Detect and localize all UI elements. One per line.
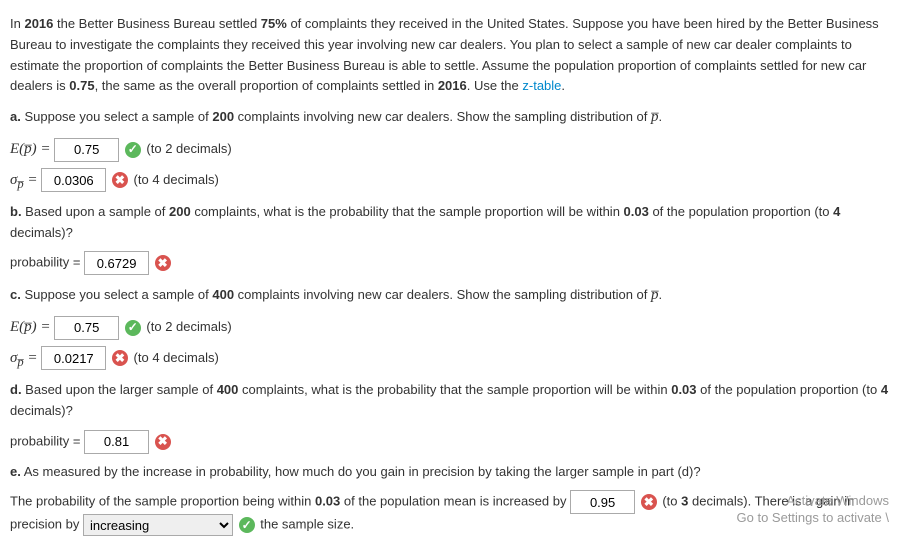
check-icon: ✓	[239, 517, 255, 533]
check-icon: ✓	[125, 142, 141, 158]
sigma-label: σp̅	[10, 350, 24, 366]
z-table-link[interactable]: z-table	[522, 78, 561, 93]
c-expected-value-row: E(p̅) = ✓ (to 2 decimals)	[10, 315, 889, 340]
hint: (to 4 decimals)	[134, 172, 219, 187]
sigma-label: σp̅	[10, 172, 24, 188]
expected-value-label: E(p̅) =	[10, 319, 51, 335]
hint: (to 2 decimals)	[146, 319, 231, 334]
cross-icon: ✖	[155, 255, 171, 271]
question-a: a. Suppose you select a sample of 200 co…	[10, 105, 889, 129]
cross-icon: ✖	[155, 434, 171, 450]
a-ep-input[interactable]	[54, 138, 119, 162]
question-b: b. Based upon a sample of 200 complaints…	[10, 202, 889, 244]
intro-paragraph: In 2016 the Better Business Bureau settl…	[10, 14, 889, 97]
expected-value-label: E(p̅) =	[10, 141, 51, 157]
probability-label: probability =	[10, 433, 84, 448]
c-ep-input[interactable]	[54, 316, 119, 340]
hint: (to 2 decimals)	[146, 141, 231, 156]
d-probability-input[interactable]	[84, 430, 149, 454]
c-sigma-row: σp̅ = ✖ (to 4 decimals)	[10, 346, 889, 372]
question-c: c. Suppose you select a sample of 400 co…	[10, 283, 889, 307]
cross-icon: ✖	[112, 172, 128, 188]
a-expected-value-row: E(p̅) = ✓ (to 2 decimals)	[10, 137, 889, 162]
check-icon: ✓	[125, 320, 141, 336]
e-increase-input[interactable]	[570, 490, 635, 514]
probability-label: probability =	[10, 255, 84, 270]
e-precision-select[interactable]: increasing	[83, 514, 233, 536]
b-answer-row: probability = ✖	[10, 251, 889, 275]
question-e: e. As measured by the increase in probab…	[10, 462, 889, 483]
c-sigma-input[interactable]	[41, 346, 106, 370]
hint: (to 4 decimals)	[134, 350, 219, 365]
cross-icon: ✖	[112, 350, 128, 366]
e-answer-row: The probability of the sample proportion…	[10, 490, 889, 536]
b-probability-input[interactable]	[84, 251, 149, 275]
question-d: d. Based upon the larger sample of 400 c…	[10, 380, 889, 422]
a-sigma-row: σp̅ = ✖ (to 4 decimals)	[10, 168, 889, 194]
cross-icon: ✖	[641, 494, 657, 510]
d-answer-row: probability = ✖	[10, 430, 889, 454]
a-sigma-input[interactable]	[41, 168, 106, 192]
